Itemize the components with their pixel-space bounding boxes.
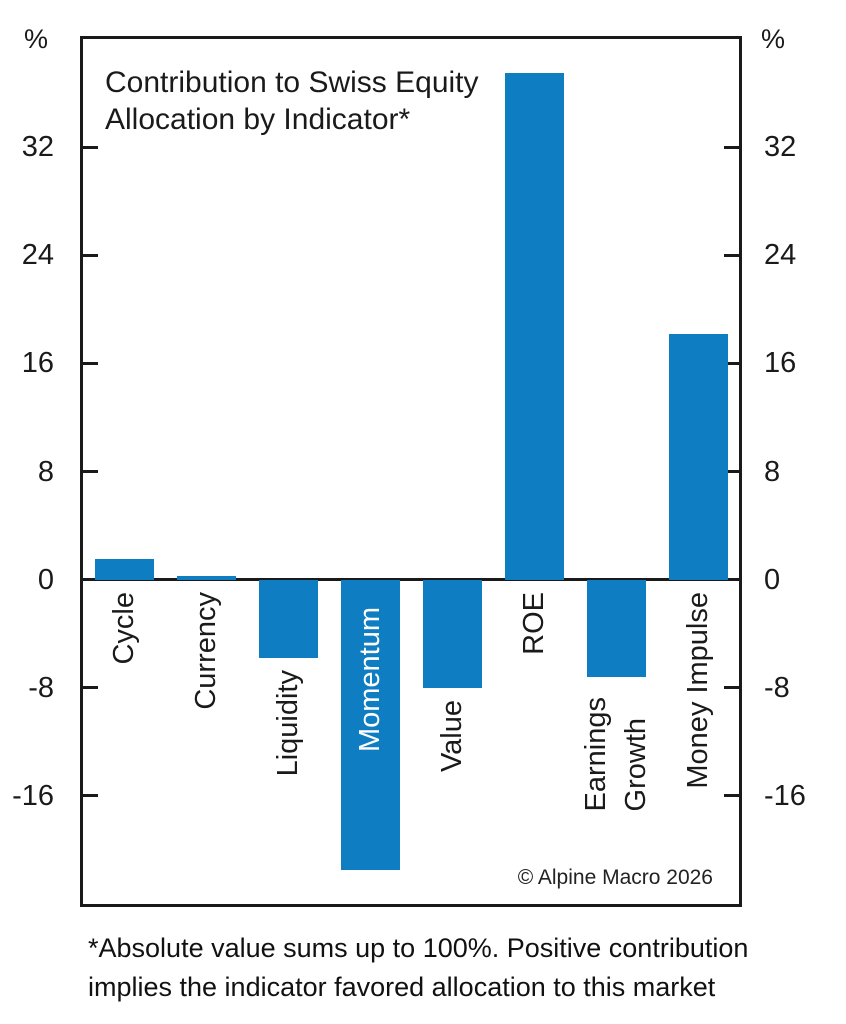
bar-label-line: Liquidity — [272, 670, 304, 777]
bar-label-line: Cycle — [108, 591, 140, 665]
bar-label-earnings-growth: Earnings Growth — [576, 697, 656, 811]
bar-label-line: Earnings — [580, 696, 612, 812]
bar-label-currency: Currency — [186, 592, 226, 710]
tick-label-left--16: -16 — [12, 779, 54, 812]
copyright-notice: © Alpine Macro 2026 — [517, 866, 713, 889]
footnote-line-2: implies the indicator favored allocation… — [88, 972, 716, 1002]
tick-mark-right-32 — [724, 145, 739, 149]
tick-label-left-24: 24 — [21, 239, 54, 272]
tick-label-right--8: -8 — [764, 671, 790, 704]
tick-label-right--16: -16 — [764, 779, 806, 812]
tick-mark-right-16 — [724, 361, 739, 365]
bar-label-line: Value — [436, 699, 468, 772]
zero-axis-line — [83, 578, 739, 582]
tick-mark-right-8 — [724, 470, 739, 473]
tick-mark-left-8 — [83, 470, 98, 473]
plot-area: Contribution to Swiss Equity Allocation … — [80, 36, 742, 907]
footnote: *Absolute value sums up to 100%. Positiv… — [88, 929, 748, 1007]
chart-title-line-1: Contribution to Swiss Equity — [105, 66, 479, 99]
tick-label-left-16: 16 — [21, 347, 54, 380]
bar-label-line: ROE — [518, 591, 550, 655]
bar-label-value: Value — [432, 700, 472, 772]
bar-currency — [176, 575, 236, 580]
tick-mark-left-32 — [83, 145, 98, 149]
tick-label-left-8: 8 — [37, 455, 54, 488]
bar-liquidity — [258, 579, 318, 659]
bar-roe — [504, 72, 564, 580]
footnote-line-1: *Absolute value sums up to 100%. Positiv… — [88, 933, 749, 963]
tick-mark-left-16 — [83, 361, 98, 365]
chart-title-line-2: Allocation by Indicator* — [105, 103, 411, 136]
bar-label-line: Growth — [620, 717, 652, 812]
tick-label-left-32: 32 — [21, 131, 54, 164]
bar-label-line: Momentum — [354, 606, 386, 752]
tick-label-left-0: 0 — [37, 563, 54, 596]
chart-title: Contribution to Swiss Equity Allocation … — [105, 64, 479, 138]
tick-label-left--8: -8 — [28, 671, 54, 704]
tick-label-right-0: 0 — [764, 563, 781, 596]
bar-label-liquidity: Liquidity — [268, 670, 308, 776]
tick-label-right-16: 16 — [764, 347, 797, 380]
tick-mark-left--16 — [83, 794, 98, 798]
tick-label-right-8: 8 — [764, 455, 781, 488]
bar-money-impulse — [668, 333, 728, 580]
tick-mark-left-24 — [83, 253, 98, 257]
tick-mark-right-24 — [724, 253, 739, 257]
y-axis-unit-left: % — [24, 24, 49, 54]
bar-earnings-growth — [586, 579, 646, 677]
bar-label-line: Currency — [190, 591, 222, 710]
bar-label-cycle: Cycle — [104, 592, 144, 665]
tick-label-right-32: 32 — [764, 131, 797, 164]
bar-cycle — [94, 559, 154, 580]
tick-mark-left--8 — [83, 686, 98, 690]
y-axis-unit-right: % — [761, 24, 786, 54]
bar-value — [422, 579, 482, 688]
bar-label-momentum: Momentum — [350, 607, 390, 752]
tick-mark-right--16 — [724, 794, 739, 798]
bar-label-roe: ROE — [514, 592, 554, 655]
tick-mark-right--8 — [724, 686, 739, 690]
bar-momentum — [340, 579, 400, 871]
bar-label-line: Money Impulse — [682, 591, 714, 789]
tick-label-right-24: 24 — [764, 239, 797, 272]
bar-label-money-impulse: Money Impulse — [678, 592, 718, 789]
